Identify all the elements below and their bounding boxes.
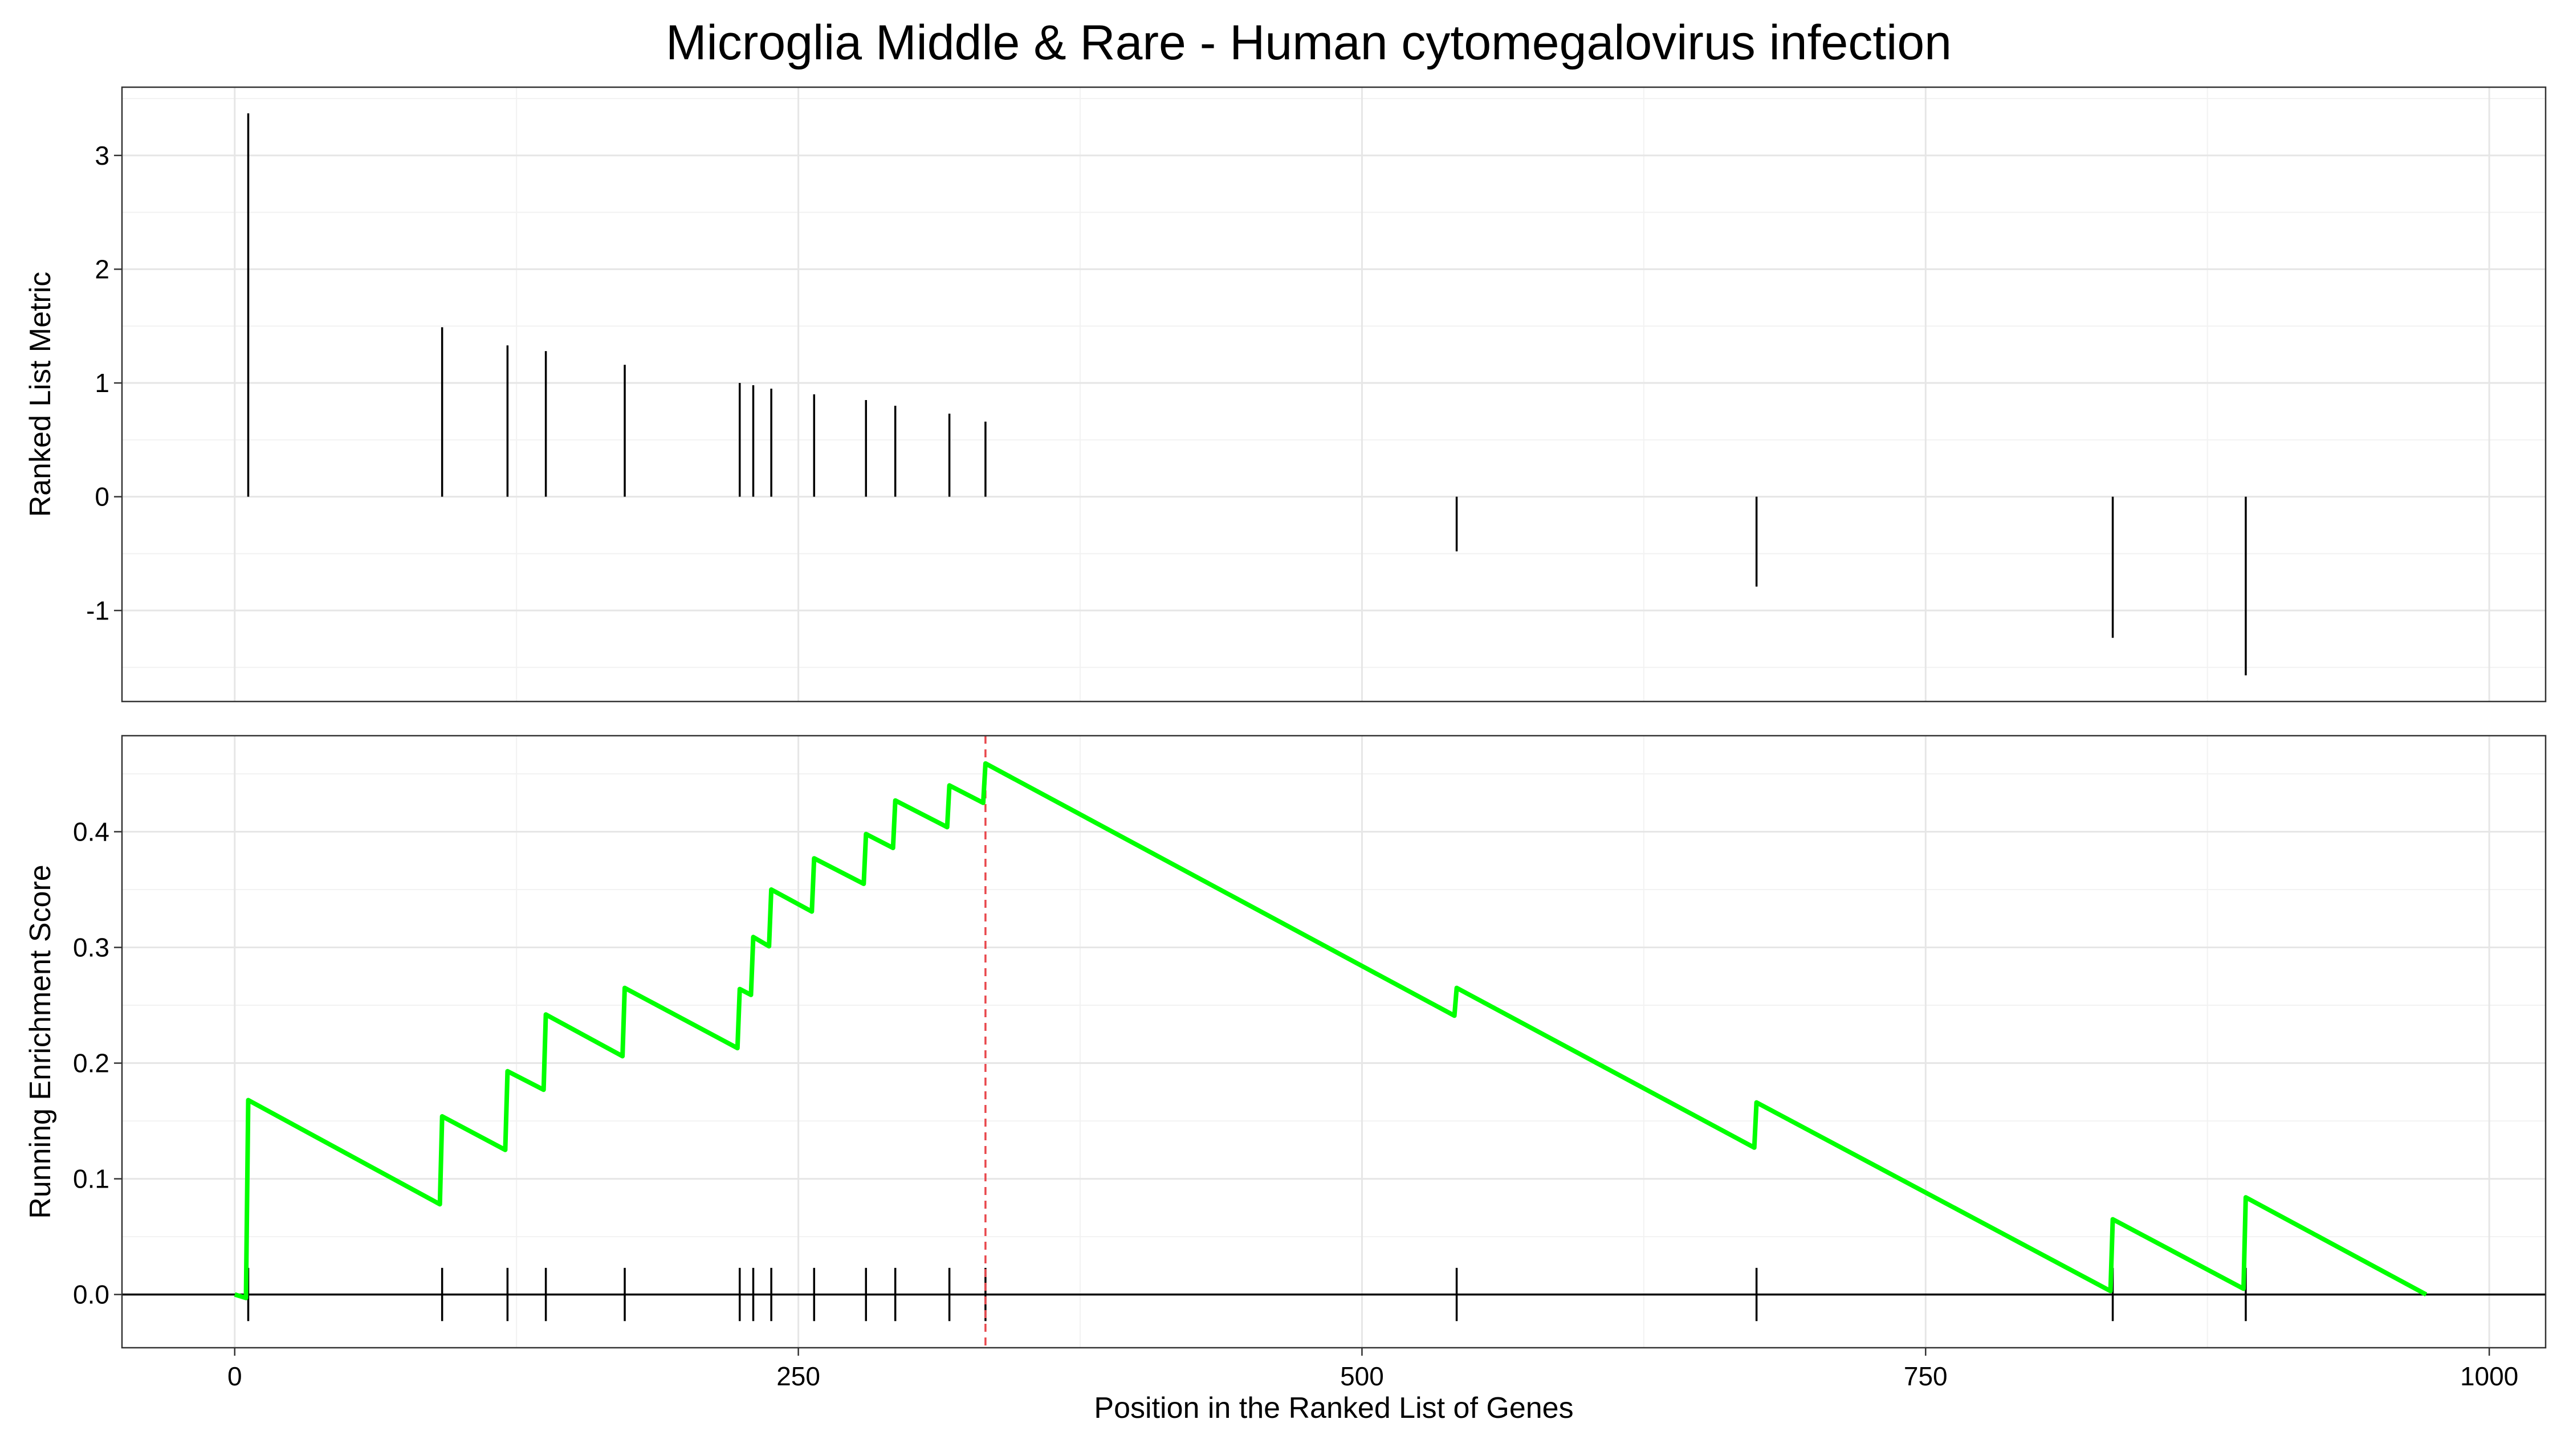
ranked-metric-panel: -1 0 1 2 3 Ranked List Metric xyxy=(24,86,2547,703)
ranked-metric-panel-border xyxy=(121,86,2547,703)
ranked-metric-bars xyxy=(247,113,2247,676)
y-tick-label: -1 xyxy=(86,596,109,625)
y-tick-label: 0.2 xyxy=(73,1049,109,1078)
ranked-metric-plot-area xyxy=(122,87,2546,702)
x-tick-label: 0 xyxy=(227,1361,242,1391)
running-score-plot-area xyxy=(122,736,2546,1348)
running-score-panel-border xyxy=(121,735,2547,1349)
running-score-y-axis-title: Running Enrichment Score xyxy=(24,864,57,1218)
ranked-metric-grid xyxy=(122,87,2546,702)
ranked-metric-y-ticks: -1 0 1 2 3 xyxy=(86,141,122,625)
x-axis-title: Position in the Ranked List of Genes xyxy=(1094,1392,1573,1425)
y-tick-label: 2 xyxy=(95,254,109,284)
x-tick-label: 500 xyxy=(1340,1361,1384,1391)
y-tick-label: 3 xyxy=(95,141,109,170)
y-tick-label: 0.0 xyxy=(73,1280,109,1310)
x-axis-ticks: 0 250 500 750 1000 xyxy=(227,1348,2518,1391)
running-score-y-ticks: 0.0 0.1 0.2 0.3 0.4 xyxy=(73,817,122,1310)
y-tick-label: 1 xyxy=(95,368,109,398)
x-tick-label: 1000 xyxy=(2460,1361,2518,1391)
x-tick-label: 250 xyxy=(776,1361,820,1391)
chart-title: Microglia Middle & Rare - Human cytomega… xyxy=(666,15,1952,70)
running-score-line xyxy=(234,761,2428,1300)
running-score-marks xyxy=(122,736,2546,1348)
running-score-panel: 0.0 0.1 0.2 0.3 0.4 Running Enrichment Score xyxy=(24,735,2547,1349)
y-tick-label: 0 xyxy=(95,482,109,512)
y-tick-label: 0.1 xyxy=(73,1164,109,1194)
ranked-metric-y-axis-title: Ranked List Metric xyxy=(24,272,57,517)
x-tick-label: 750 xyxy=(1904,1361,1948,1391)
y-tick-label: 0.4 xyxy=(73,817,109,847)
y-tick-label: 0.3 xyxy=(73,933,109,962)
